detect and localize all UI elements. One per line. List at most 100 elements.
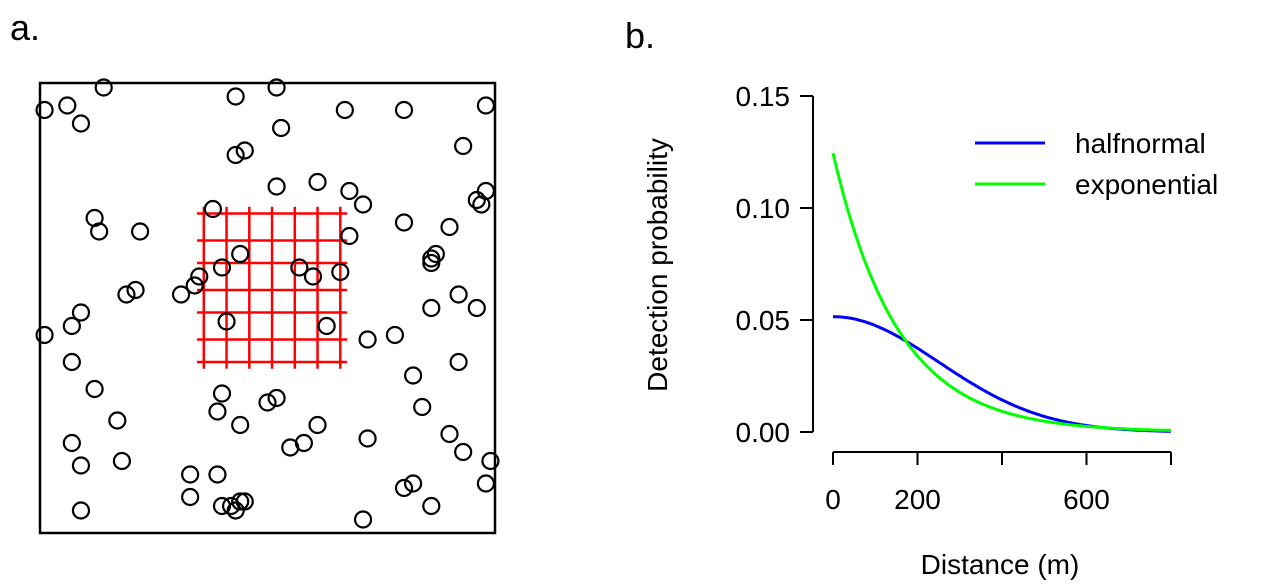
panel-a-label: a.	[10, 7, 40, 48]
point-12	[454, 136, 473, 156]
point-24	[394, 213, 414, 232]
panel-a-frame	[38, 81, 497, 535]
curve-exponential	[831, 152, 1172, 432]
point-63	[358, 429, 377, 448]
point-40	[449, 285, 468, 304]
point-51	[449, 352, 468, 372]
point-74	[394, 478, 414, 498]
point-45	[217, 312, 236, 331]
red-grid	[196, 206, 348, 369]
point-34	[212, 258, 232, 277]
point-5	[267, 78, 286, 97]
point-32	[303, 267, 323, 286]
point-19	[472, 195, 491, 214]
point-62	[440, 424, 459, 444]
legend-label-exponential: exponential	[1075, 169, 1218, 200]
point-18	[467, 190, 486, 210]
point-69	[71, 456, 91, 475]
point-38	[126, 280, 145, 300]
point-60	[231, 415, 250, 435]
point-37	[117, 285, 136, 304]
point-56	[258, 393, 277, 412]
point-48	[385, 325, 404, 345]
point-71	[181, 465, 200, 484]
point-30	[231, 244, 250, 264]
point-66	[294, 433, 313, 453]
point-46	[317, 316, 336, 336]
curve-halfnormal	[832, 315, 1171, 433]
point-61	[308, 415, 327, 435]
point-58	[413, 397, 432, 417]
y-axis: 0.00 0.05 0.10 0.15	[736, 81, 814, 448]
scatter-points	[35, 78, 500, 529]
point-54	[212, 384, 232, 403]
point-8	[476, 96, 495, 115]
panel-a-plot	[35, 78, 500, 535]
point-39	[171, 285, 191, 304]
point-41	[422, 298, 441, 318]
point-76	[181, 487, 200, 507]
point-13	[267, 177, 286, 196]
x-axis: 0 200 600	[825, 451, 1172, 515]
point-67	[454, 442, 473, 462]
point-26	[340, 226, 359, 246]
y-axis-title: Detection probability	[642, 138, 673, 392]
point-22	[90, 222, 109, 241]
point-11	[235, 141, 254, 160]
point-10	[226, 145, 245, 165]
y-tick-label-0: 0.00	[736, 417, 791, 448]
point-31	[290, 258, 309, 277]
point-36	[185, 276, 204, 295]
point-57	[267, 388, 286, 408]
point-23	[131, 222, 150, 241]
point-15	[340, 181, 359, 201]
point-7	[394, 100, 414, 120]
curves	[831, 152, 1172, 433]
x-axis-title: Distance (m)	[921, 549, 1080, 580]
point-53	[85, 379, 104, 399]
y-tick-label-2: 0.10	[736, 193, 791, 224]
y-tick-label-3: 0.15	[736, 81, 791, 112]
point-1	[58, 96, 77, 115]
point-3	[94, 78, 113, 97]
point-75	[476, 474, 495, 493]
legend: halfnormal exponential	[975, 128, 1218, 200]
point-78	[231, 492, 250, 511]
point-59	[108, 411, 127, 430]
legend-label-halfnormal: halfnormal	[1075, 128, 1206, 159]
point-55	[208, 402, 227, 421]
y-tick-label-1: 0.05	[736, 305, 791, 336]
point-52	[404, 366, 423, 385]
point-14	[308, 172, 327, 192]
point-47	[35, 325, 54, 345]
point-25	[440, 217, 459, 237]
point-35	[190, 267, 209, 286]
point-4	[226, 87, 245, 106]
point-28	[422, 249, 441, 268]
point-43	[71, 303, 91, 322]
point-44	[62, 316, 81, 336]
point-73	[404, 474, 423, 493]
point-29	[422, 253, 441, 273]
point-16	[353, 195, 373, 214]
point-50	[62, 352, 81, 372]
point-49	[358, 330, 377, 349]
point-33	[331, 262, 350, 282]
point-72	[208, 465, 227, 484]
point-42	[467, 298, 486, 318]
point-2	[71, 114, 91, 133]
point-70	[481, 451, 500, 471]
x-tick-label-0: 0	[825, 484, 841, 515]
x-tick-label-1: 200	[894, 484, 941, 515]
point-0	[35, 100, 54, 120]
point-68	[112, 451, 132, 471]
point-64	[62, 433, 81, 453]
point-81	[226, 501, 245, 520]
panel-b-plot: 0.00 0.05 0.10 0.15 0 200 600 Detection proba…	[642, 81, 1218, 580]
panel-b-label: b.	[625, 15, 655, 56]
point-20	[203, 199, 222, 219]
point-84	[353, 510, 373, 529]
point-83	[422, 496, 441, 516]
point-6	[335, 100, 354, 120]
